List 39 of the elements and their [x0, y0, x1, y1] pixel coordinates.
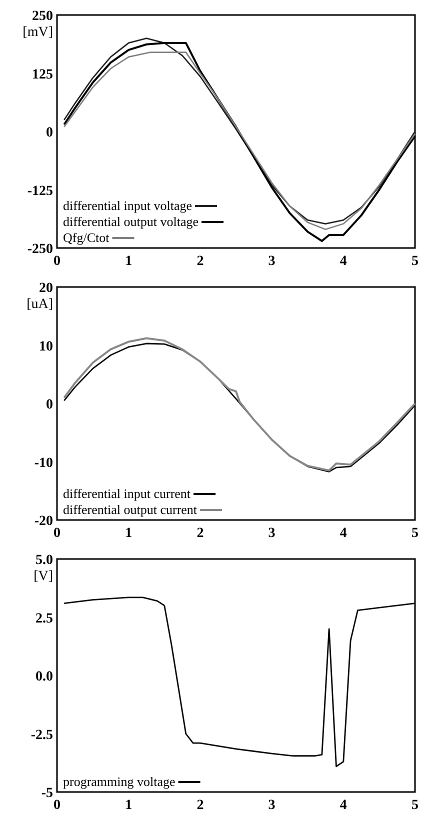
x-tick-label: 3: [268, 254, 276, 269]
y-tick-label: -250: [27, 242, 53, 257]
y-axis-title: [uA]: [26, 297, 53, 312]
y-axis-title: [mV]: [22, 25, 53, 40]
y-tick-label: -10: [34, 456, 53, 471]
x-tick-label: 1: [125, 254, 132, 269]
x-tick-label: 5: [412, 254, 418, 269]
legend-label: differential input current: [63, 486, 191, 501]
x-tick-label: 3: [268, 526, 276, 541]
y-tick-label: 10: [39, 339, 53, 354]
x-tick-label: 3: [268, 798, 276, 813]
x-tick-label: 4: [340, 798, 347, 813]
x-tick-label: 2: [196, 254, 204, 269]
y-tick-label: -20: [34, 514, 53, 529]
y-tick-label: 20: [39, 281, 53, 296]
legend-label: programming voltage: [63, 774, 176, 789]
legend-label: Qfg/Ctot: [63, 230, 110, 245]
x-tick-label: 1: [125, 798, 132, 813]
y-tick-label: 0.0: [36, 670, 53, 684]
y-tick-label: -125: [27, 184, 53, 199]
y-tick-label: 250: [32, 9, 53, 24]
legend-label: differential input voltage: [63, 198, 192, 213]
legend-label: differential output current: [63, 502, 198, 517]
x-tick-label: 1: [125, 526, 132, 541]
y-tick-label: 2.5: [36, 611, 53, 626]
legend-label: differential output voltage: [63, 214, 199, 229]
x-tick-label: 2: [196, 526, 204, 541]
y-tick-label: 5.0: [36, 553, 53, 568]
x-tick-label: 2: [196, 798, 204, 813]
y-tick-label: -2.5: [30, 728, 53, 743]
y-axis-title: [V]: [34, 569, 53, 584]
y-tick-label: 125: [32, 67, 53, 82]
x-tick-label: 4: [340, 526, 347, 541]
y-tick-label: -5: [41, 786, 53, 801]
x-tick-label: 5: [412, 526, 418, 541]
y-tick-label: 0: [46, 126, 53, 140]
y-tick-label: 0: [46, 398, 53, 412]
x-tick-label: 5: [412, 798, 418, 813]
x-tick-label: 4: [340, 254, 347, 269]
